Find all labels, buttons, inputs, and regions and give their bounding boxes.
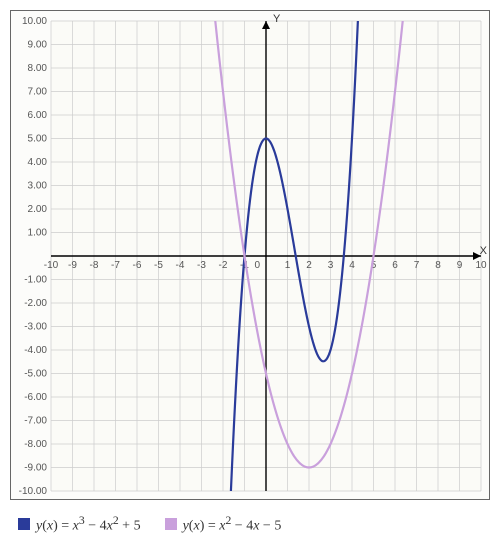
svg-text:-10: -10 <box>44 260 59 271</box>
y-axis-label: Y <box>273 13 280 25</box>
svg-text:4.00: 4.00 <box>28 157 48 168</box>
svg-text:-4.00: -4.00 <box>24 345 47 356</box>
svg-text:6: 6 <box>392 260 398 271</box>
svg-text:-1.00: -1.00 <box>24 275 47 286</box>
svg-text:10: 10 <box>475 260 487 271</box>
svg-text:3.00: 3.00 <box>28 181 48 192</box>
legend-item-cubic: y(x) = x3 − 4x2 + 5 <box>18 514 141 535</box>
svg-text:10.00: 10.00 <box>22 16 47 27</box>
svg-text:1.00: 1.00 <box>28 228 48 239</box>
svg-text:-3.00: -3.00 <box>24 322 47 333</box>
svg-text:-7: -7 <box>111 260 120 271</box>
chart-frame: -10-9-8-7-6-5-4-3-2-101234567891010.009.… <box>10 10 490 500</box>
svg-text:8: 8 <box>435 260 441 271</box>
svg-text:-8: -8 <box>90 260 99 271</box>
svg-text:8.00: 8.00 <box>28 63 48 74</box>
svg-text:9.00: 9.00 <box>28 40 48 51</box>
svg-text:-3: -3 <box>197 260 206 271</box>
svg-text:6.00: 6.00 <box>28 110 48 121</box>
svg-text:1: 1 <box>285 260 291 271</box>
svg-text:9: 9 <box>457 260 463 271</box>
svg-text:-5.00: -5.00 <box>24 369 47 380</box>
svg-text:-6.00: -6.00 <box>24 392 47 403</box>
x-axis-label: X <box>480 245 487 257</box>
svg-text:2.00: 2.00 <box>28 204 48 215</box>
svg-text:7.00: 7.00 <box>28 87 48 98</box>
svg-text:-4: -4 <box>176 260 185 271</box>
svg-text:2: 2 <box>306 260 312 271</box>
legend-item-quadratic: y(x) = x2 − 4x − 5 <box>165 514 282 535</box>
svg-text:7: 7 <box>414 260 420 271</box>
swatch-quadratic <box>165 518 177 530</box>
svg-text:3: 3 <box>328 260 334 271</box>
plot-area: -10-9-8-7-6-5-4-3-2-101234567891010.009.… <box>51 21 481 491</box>
svg-text:-7.00: -7.00 <box>24 416 47 427</box>
legend-label-quadratic: y(x) = x2 − 4x − 5 <box>183 514 282 535</box>
legend: y(x) = x3 − 4x2 + 5 y(x) = x2 − 4x − 5 <box>10 514 490 535</box>
legend-label-cubic: y(x) = x3 − 4x2 + 5 <box>36 514 141 535</box>
swatch-cubic <box>18 518 30 530</box>
svg-text:5.00: 5.00 <box>28 134 48 145</box>
svg-text:4: 4 <box>349 260 355 271</box>
svg-text:-9.00: -9.00 <box>24 463 47 474</box>
svg-text:-6: -6 <box>133 260 142 271</box>
plot-svg: -10-9-8-7-6-5-4-3-2-101234567891010.009.… <box>51 21 481 491</box>
svg-text:-10.00: -10.00 <box>19 486 48 497</box>
svg-text:-5: -5 <box>154 260 163 271</box>
svg-text:-2: -2 <box>219 260 228 271</box>
svg-text:0: 0 <box>254 260 260 271</box>
svg-text:-9: -9 <box>68 260 77 271</box>
svg-text:-2.00: -2.00 <box>24 298 47 309</box>
svg-text:-8.00: -8.00 <box>24 439 47 450</box>
